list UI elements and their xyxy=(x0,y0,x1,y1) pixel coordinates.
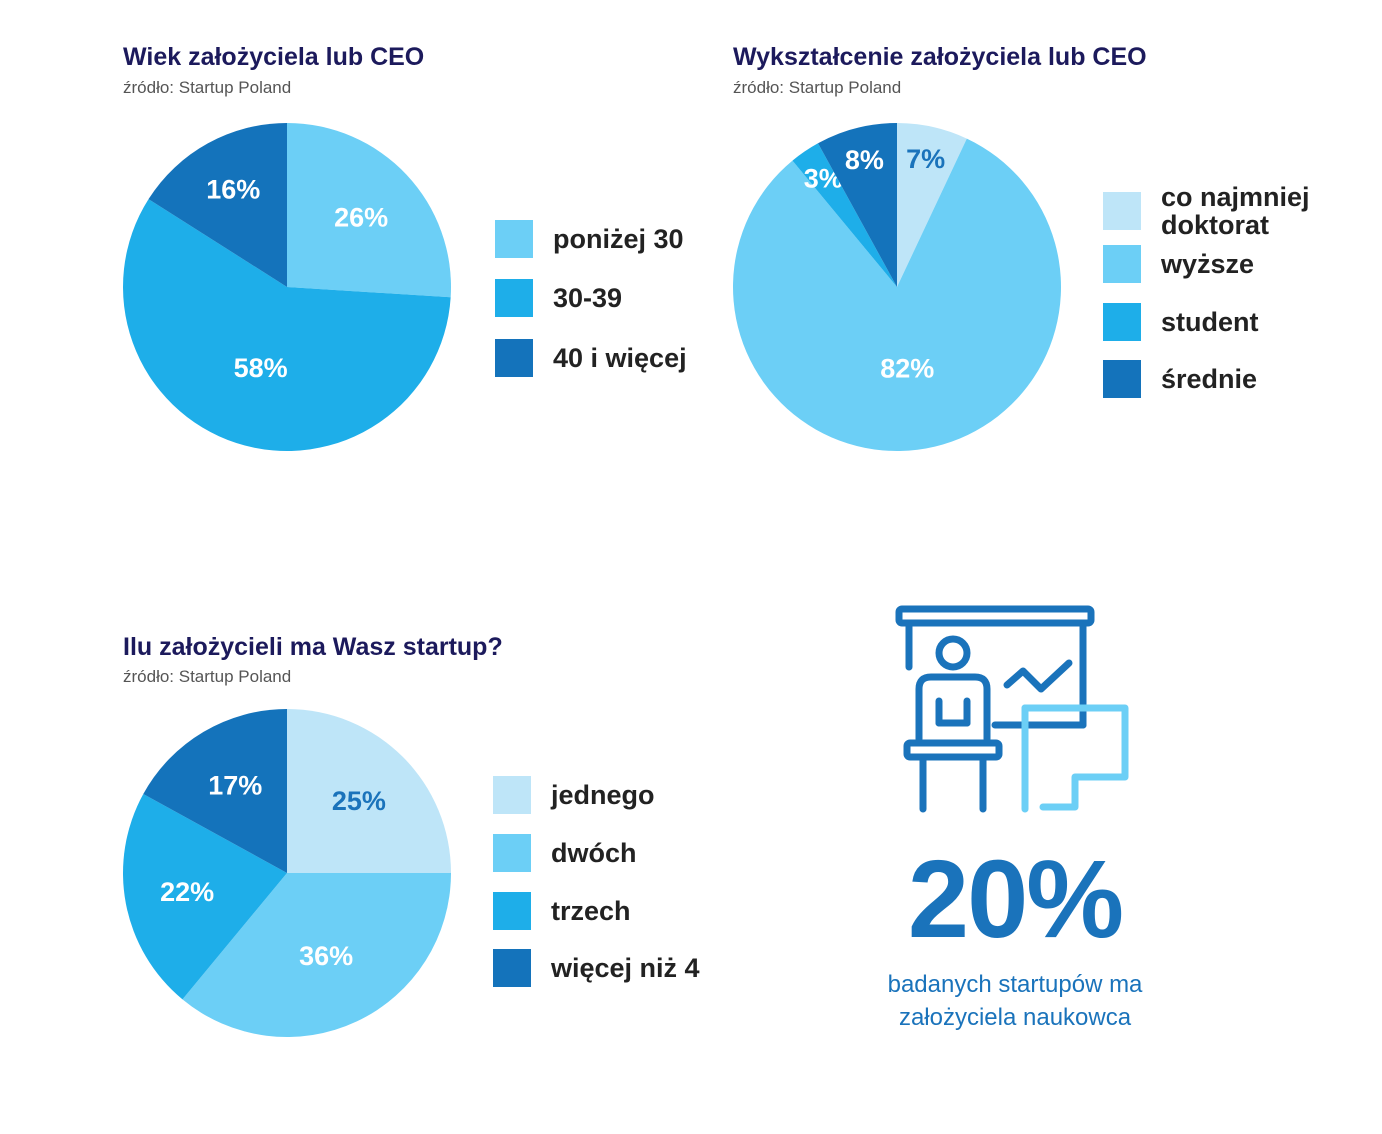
legend-swatch xyxy=(495,279,533,317)
stat-caption-line-2: założyciela naukowca xyxy=(898,1004,1132,1031)
legend-swatch xyxy=(1103,303,1141,341)
presenter-at-board-icon xyxy=(895,605,1129,813)
legend-swatch xyxy=(493,776,531,814)
stat-percentage: 20% xyxy=(907,838,1124,961)
founders-label-trzech: 22% xyxy=(160,877,214,907)
education-chart-title: Wykształcenie założyciela lub CEO xyxy=(733,43,1147,71)
legend-swatch xyxy=(495,339,533,377)
education-chart-source: źródło: Startup Poland xyxy=(733,78,902,97)
founders-slice-dwoch xyxy=(182,873,451,1037)
founders-slice-trzech xyxy=(123,793,287,1000)
education-slice-student xyxy=(792,143,897,287)
education-slice-srednie xyxy=(817,123,897,287)
legend-swatch xyxy=(493,892,531,930)
founders-slice-wiecej-niz-4 xyxy=(143,709,287,873)
age-label-30-39: 58% xyxy=(234,353,288,383)
age-chart-title: Wiek założyciela lub CEO xyxy=(123,43,425,71)
founders-label-jednego: 25% xyxy=(332,786,386,816)
founders-pie: 25% 36% 22% 17% xyxy=(123,709,451,1037)
education-legend-item-srednie: średnie xyxy=(1103,360,1257,398)
legend-swatch xyxy=(1103,192,1141,230)
legend-label: dwóch xyxy=(551,838,637,868)
founders-slice-jednego xyxy=(287,709,451,873)
education-slice-wyzsze xyxy=(733,138,1061,451)
legend-label: więcej niż 4 xyxy=(551,953,700,983)
legend-swatch xyxy=(493,949,531,987)
education-label-co-najmniej-doktorat: 7% xyxy=(906,144,945,174)
legend-label: wyższe xyxy=(1161,249,1255,279)
education-label-wyzsze: 82% xyxy=(880,353,934,383)
education-slice-co-najmniej-doktorat xyxy=(897,123,967,287)
age-slice-ponizej-30 xyxy=(287,123,452,298)
age-slice-30-39 xyxy=(123,199,451,451)
founders-legend-item-jednego: jednego xyxy=(493,776,655,814)
stat-caption-line-1: badanych startupów ma xyxy=(887,971,1143,998)
founders-legend-item-dwoch: dwóch xyxy=(493,834,637,872)
legend-label: 30-39 xyxy=(553,283,623,313)
legend-label: 40 i więcej xyxy=(553,343,687,373)
founders-chart-title: Ilu założycieli ma Wasz startup? xyxy=(123,633,503,661)
age-slice-40-i-wiecej xyxy=(148,123,287,287)
education-pie: 7%82%3%8% xyxy=(733,123,1061,451)
founders-legend-item-trzech: trzech xyxy=(493,892,631,930)
education-label-srednie: 8% xyxy=(845,145,884,175)
founders-label-dwoch: 36% xyxy=(299,941,353,971)
education-legend-item-student: student xyxy=(1103,303,1259,341)
education-legend-item-wyzsze: wyższe xyxy=(1103,245,1254,283)
founders-legend-item-wiecej-niz-4: więcej niż 4 xyxy=(493,949,700,987)
founders-label-wiecej-niz-4: 17% xyxy=(208,770,262,800)
age-label-40-i-wiecej: 16% xyxy=(206,174,260,204)
age-legend-item-40-i-wiecej: 40 i więcej xyxy=(495,339,687,377)
founders-chart-source: źródło: Startup Poland xyxy=(123,667,292,686)
age-legend-item-ponizej-30: poniżej 30 xyxy=(495,220,684,258)
legend-label: jednego xyxy=(551,780,655,810)
age-label-ponizej-30: 26% xyxy=(334,202,388,232)
legend-swatch xyxy=(1103,360,1141,398)
legend-label: co najmniej doktorat xyxy=(1161,182,1310,240)
legend-swatch xyxy=(493,834,531,872)
age-pie: 26% 58% 16% xyxy=(123,123,452,451)
legend-label: student xyxy=(1161,307,1259,337)
legend-label: trzech xyxy=(551,896,631,926)
education-legend-item-co-najmniej-doktorat: co najmniej doktorat xyxy=(1103,183,1331,239)
legend-swatch xyxy=(495,220,533,258)
legend-label: średnie xyxy=(1161,364,1258,394)
age-chart-source: źródło: Startup Poland xyxy=(123,78,292,97)
age-legend-item-30-39: 30-39 xyxy=(495,279,622,317)
legend-swatch xyxy=(1103,245,1141,283)
legend-label: poniżej 30 xyxy=(553,224,684,254)
